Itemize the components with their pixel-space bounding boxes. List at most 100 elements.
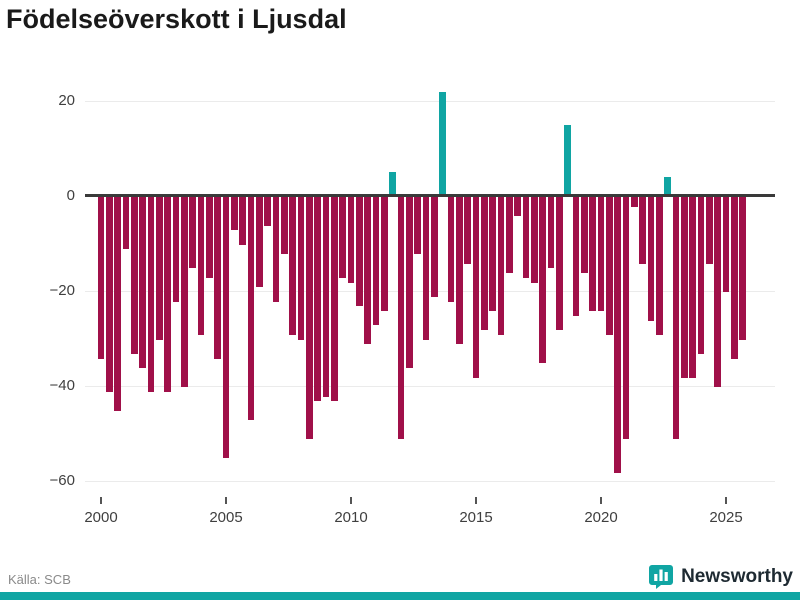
chart-bar-2015.33[interactable]: [481, 197, 488, 330]
chart-bar-2013.67[interactable]: [439, 91, 446, 196]
chart-bar-2012.67[interactable]: [414, 197, 421, 254]
chart-bar-2006.67[interactable]: [264, 197, 271, 226]
chart-bar-2019.67[interactable]: [589, 197, 596, 311]
chart-bar-2008.67[interactable]: [314, 197, 321, 402]
x-axis-tick-mark: [725, 497, 727, 504]
chart-bar-2009.00[interactable]: [322, 197, 330, 397]
chart-bar-2008.33[interactable]: [306, 197, 313, 440]
chart-bar-2024.33[interactable]: [706, 197, 713, 264]
chart-bar-2025.33[interactable]: [731, 197, 738, 359]
chart-bar-2001.33[interactable]: [131, 197, 138, 354]
chart-bar-2018.67[interactable]: [564, 124, 571, 196]
chart-bar-2005.33[interactable]: [231, 197, 238, 231]
newsworthy-brand[interactable]: Newsworthy: [648, 564, 793, 590]
chart-bar-2004.00[interactable]: [197, 197, 205, 335]
chart-bar-2001.00[interactable]: [122, 197, 130, 250]
chart-bar-2014.67[interactable]: [464, 197, 471, 264]
chart-bar-2021.33[interactable]: [631, 197, 638, 207]
chart-bar-2003.33[interactable]: [181, 197, 188, 387]
chart-bar-2017.67[interactable]: [539, 197, 546, 364]
chart-bar-2014.00[interactable]: [447, 197, 455, 302]
chart-bar-2017.00[interactable]: [522, 197, 530, 278]
chart-bar-2023.33[interactable]: [681, 197, 688, 378]
gridline-y--20: [85, 291, 775, 292]
chart-bar-2022.33[interactable]: [656, 197, 663, 335]
chart-bar-2005.00[interactable]: [222, 197, 230, 459]
y-axis-tick-label: −20: [49, 282, 75, 299]
y-axis-tick-label: 20: [58, 92, 75, 109]
chart-bar-2015.67[interactable]: [489, 197, 496, 311]
chart-bar-2000.33[interactable]: [106, 197, 113, 392]
chart-bar-2005.67[interactable]: [239, 197, 246, 245]
chart-bar-2015.00[interactable]: [472, 197, 480, 378]
chart-bar-2020.00[interactable]: [597, 197, 605, 311]
chart-bar-2010.67[interactable]: [364, 197, 371, 345]
chart-bar-2025.67[interactable]: [739, 197, 746, 340]
chart-bar-2011.33[interactable]: [381, 197, 388, 311]
chart-bar-2006.00[interactable]: [247, 197, 255, 421]
chart-bar-2017.33[interactable]: [531, 197, 538, 283]
chart-bar-2013.33[interactable]: [431, 197, 438, 297]
chart-bar-2004.67[interactable]: [214, 197, 221, 359]
x-axis-tick-mark: [350, 497, 352, 504]
chart-bar-2020.67[interactable]: [614, 197, 621, 473]
chart-bar-2011.00[interactable]: [372, 197, 380, 326]
newsworthy-brand-name: Newsworthy: [681, 566, 793, 587]
chart-bar-2013.00[interactable]: [422, 197, 430, 340]
chart-bar-2010.00[interactable]: [347, 197, 355, 283]
zero-axis-line: [85, 194, 775, 197]
x-axis-tick-mark: [475, 497, 477, 504]
chart-bar-2012.33[interactable]: [406, 197, 413, 368]
chart-bar-2000.67[interactable]: [114, 197, 121, 411]
chart-bar-2024.00[interactable]: [697, 197, 705, 354]
chart-bar-2003.67[interactable]: [189, 197, 196, 269]
chart-bar-2016.00[interactable]: [497, 197, 505, 335]
chart-title: Födelseöverskott i Ljusdal: [6, 4, 347, 34]
chart-bar-2021.00[interactable]: [622, 197, 630, 440]
chart-bar-2019.00[interactable]: [572, 197, 580, 316]
chart-bar-2018.00[interactable]: [547, 197, 555, 269]
x-axis-tick-mark: [600, 497, 602, 504]
chart-bar-2024.67[interactable]: [714, 197, 721, 387]
chart-bar-2016.67[interactable]: [514, 197, 521, 216]
y-axis-tick-label: −40: [49, 377, 75, 394]
chart-bar-2019.33[interactable]: [581, 197, 588, 273]
chart-bar-2007.67[interactable]: [289, 197, 296, 335]
chart-bar-2018.33[interactable]: [556, 197, 563, 330]
y-axis-tick-label: 0: [66, 187, 75, 204]
gridline-y--40: [85, 386, 775, 387]
chart-bar-2007.00[interactable]: [272, 197, 280, 302]
chart-bar-2002.33[interactable]: [156, 197, 163, 340]
chart-bar-2009.67[interactable]: [339, 197, 346, 278]
brand-accent-strip: [0, 592, 800, 600]
y-axis-tick-label: −60: [49, 472, 75, 489]
chart-bar-2025.00[interactable]: [722, 197, 730, 292]
chart-bar-2021.67[interactable]: [639, 197, 646, 264]
x-axis-tick-label: 2000: [84, 509, 118, 526]
chart-bar-2009.33[interactable]: [331, 197, 338, 402]
chart-bar-2022.67[interactable]: [664, 177, 671, 196]
chart-bar-2020.33[interactable]: [606, 197, 613, 335]
chart-bar-2006.33[interactable]: [256, 197, 263, 288]
chart-bar-2014.33[interactable]: [456, 197, 463, 345]
chart-bar-2002.00[interactable]: [147, 197, 155, 392]
chart-bar-2002.67[interactable]: [164, 197, 171, 392]
chart-bar-2010.33[interactable]: [356, 197, 363, 307]
chart-bar-2012.00[interactable]: [397, 197, 405, 440]
chart-bar-2000.00[interactable]: [97, 197, 105, 359]
gridline-y--60: [85, 481, 775, 482]
gridline-y-20: [85, 101, 775, 102]
chart-bar-2023.00[interactable]: [672, 197, 680, 440]
chart-bar-2001.67[interactable]: [139, 197, 146, 368]
chart-bar-2016.33[interactable]: [506, 197, 513, 273]
chart-bar-2007.33[interactable]: [281, 197, 288, 254]
chart-bar-2022.00[interactable]: [647, 197, 655, 321]
newsworthy-logo-icon: [649, 565, 674, 589]
chart-bar-2003.00[interactable]: [172, 197, 180, 302]
chart-bar-2008.00[interactable]: [297, 197, 305, 340]
chart-bar-2023.67[interactable]: [689, 197, 696, 378]
chart-bar-2011.67[interactable]: [389, 172, 396, 196]
x-axis-tick-label: 2005: [209, 509, 243, 526]
chart-bar-2004.33[interactable]: [206, 197, 213, 278]
